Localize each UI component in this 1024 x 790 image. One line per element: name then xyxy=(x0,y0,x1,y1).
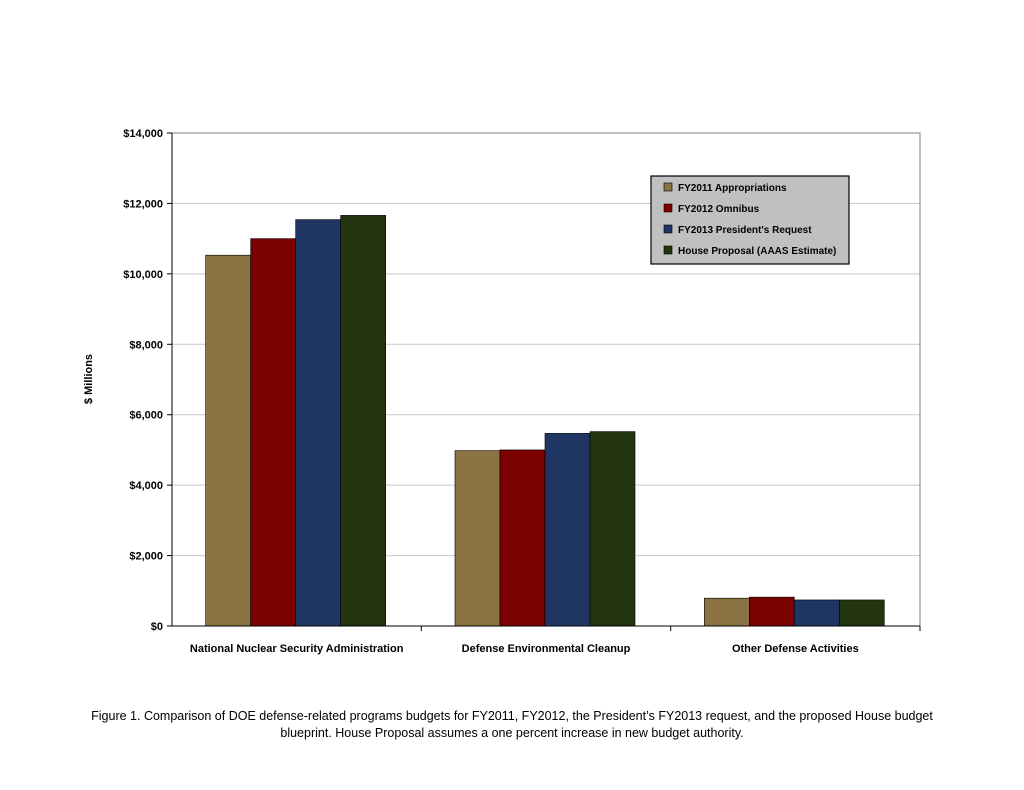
x-tick-label: Other Defense Activities xyxy=(732,643,859,655)
y-tick-label: $14,000 xyxy=(123,128,163,140)
bars xyxy=(205,215,885,627)
bar xyxy=(749,596,795,627)
y-tick-label: $2,000 xyxy=(129,551,163,563)
y-tick-label: $0 xyxy=(151,621,163,633)
bar xyxy=(499,449,546,627)
caption-line-2: blueprint. House Proposal assumes a one … xyxy=(280,726,744,740)
x-tick-label: Defense Environmental Cleanup xyxy=(462,643,631,655)
axes xyxy=(167,132,921,631)
legend-swatch xyxy=(663,203,673,213)
y-tick-label: $4,000 xyxy=(129,480,163,492)
y-tick-labels: $0 $2,000 $4,000 $6,000 $8,000 $10,000 $12,000… xyxy=(123,128,163,633)
y-tick-label: $6,000 xyxy=(129,410,163,422)
caption-line-1: Figure 1. Comparison of DOE defense-rela… xyxy=(91,709,933,723)
y-tick-label: $8,000 xyxy=(129,339,163,351)
y-tick-label: $10,000 xyxy=(123,269,163,281)
legend-entry: FY2012 Omnibus xyxy=(678,204,760,215)
bar xyxy=(794,599,840,627)
legend-swatch xyxy=(663,224,673,234)
bar xyxy=(704,597,750,627)
legend-entry: House Proposal (AAAS Estimate) xyxy=(678,246,836,257)
bar-chart: $0 $2,000 $4,000 $6,000 $8,000 $10,000 $12,000… xyxy=(83,128,921,655)
legend-entry: FY2013 President's Request xyxy=(678,225,812,236)
bar xyxy=(250,238,296,627)
category-labels: National Nuclear Security Administration… xyxy=(190,643,859,655)
legend-entry: FY2011 Appropriations xyxy=(678,183,787,194)
y-axis-title: $ Millions xyxy=(83,354,95,404)
legend-box xyxy=(650,175,850,265)
figure-caption: Figure 1. Comparison of DOE defense-rela… xyxy=(60,708,964,742)
bar xyxy=(205,254,251,627)
bar xyxy=(340,215,386,627)
bar xyxy=(454,450,501,627)
legend: FY2011 Appropriations FY2012 Omnibus FY201… xyxy=(650,175,850,265)
y-tick-label: $12,000 xyxy=(123,198,163,210)
bar xyxy=(544,433,591,627)
legend-swatch xyxy=(663,182,673,192)
bar xyxy=(295,219,341,627)
bar xyxy=(839,599,885,627)
bar xyxy=(589,431,636,627)
x-tick-label: National Nuclear Security Administration xyxy=(190,643,404,655)
legend-swatch xyxy=(663,245,673,255)
